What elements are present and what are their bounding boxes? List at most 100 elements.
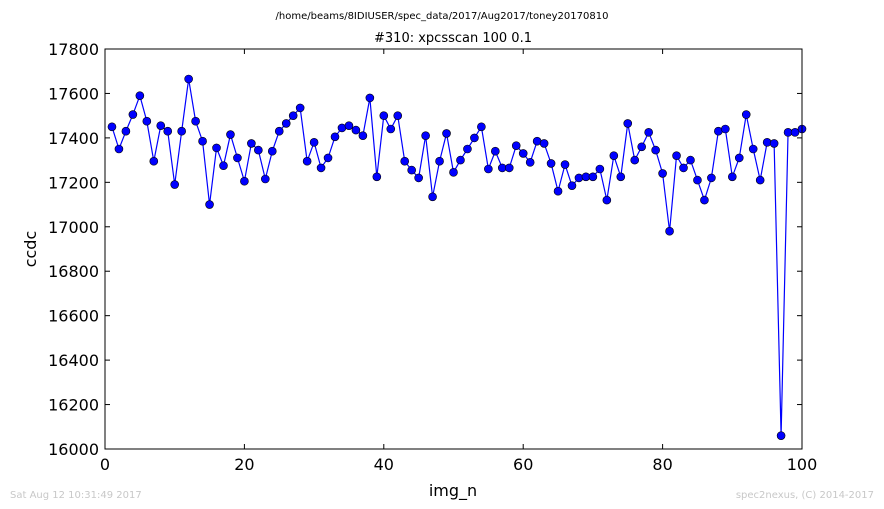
data-point [477, 122, 486, 132]
x-tick-label: 40 [374, 455, 394, 474]
data-point [609, 151, 619, 160]
data-point [588, 172, 598, 182]
data-point [107, 122, 117, 132]
data-point [665, 226, 674, 236]
data-point [177, 126, 186, 136]
y-tick-label: 16000 [48, 440, 99, 459]
data-point [539, 139, 549, 148]
data-point [212, 143, 221, 153]
y-tick-label: 17400 [48, 129, 99, 148]
data-point [574, 173, 584, 183]
data-point [491, 146, 500, 156]
data-point [121, 126, 131, 136]
data-point [219, 161, 228, 170]
data-point [288, 111, 298, 120]
data-point [247, 139, 256, 148]
data-point [330, 132, 340, 142]
data-point [623, 119, 633, 128]
data-point [504, 163, 514, 173]
data-point [525, 158, 535, 167]
data-point [142, 116, 152, 126]
data-point [616, 172, 626, 182]
y-tick-label: 16400 [48, 351, 99, 370]
data-point [295, 103, 305, 113]
data-point [602, 195, 612, 205]
data-point [421, 131, 430, 140]
data-point [135, 91, 145, 100]
x-tick-label: 60 [513, 455, 533, 474]
data-point [393, 111, 403, 120]
data-point [240, 176, 249, 186]
data-point [428, 192, 437, 202]
data-point [114, 144, 124, 154]
data-point [386, 124, 396, 134]
data-point [470, 133, 479, 143]
y-axis-label: ccdc [21, 231, 40, 268]
data-point [233, 153, 242, 163]
data-point [518, 149, 528, 158]
data-point [372, 172, 382, 182]
data-point [644, 128, 653, 137]
data-point [679, 163, 688, 173]
y-tick-label: 16200 [48, 396, 99, 415]
data-point [693, 175, 702, 185]
chart-suptitle: /home/beams/8IDIUSER/spec_data/2017/Aug2… [276, 11, 609, 22]
data-point [226, 130, 235, 139]
data-point [567, 181, 577, 190]
data-point [790, 128, 800, 137]
data-point [358, 131, 368, 140]
data-point [651, 145, 660, 155]
plot-frame [104, 48, 803, 450]
data-point [274, 126, 284, 136]
data-point [741, 110, 751, 119]
data-point [727, 172, 737, 182]
data-point [595, 164, 605, 174]
x-tick-label: 0 [100, 455, 110, 474]
y-tick-label: 16800 [48, 262, 99, 281]
data-point [769, 139, 779, 148]
data-point [254, 145, 263, 155]
x-tick-label: 20 [234, 455, 254, 474]
data-point [435, 156, 444, 166]
data-point [323, 153, 333, 163]
data-point [184, 74, 193, 84]
data-point [449, 168, 458, 177]
x-tick-label: 80 [652, 455, 672, 474]
data-point [484, 164, 493, 174]
data-point [344, 121, 354, 130]
data-point [442, 129, 451, 138]
data-point [261, 174, 270, 184]
data-point [156, 121, 166, 130]
data-point [456, 155, 465, 165]
y-tick-label: 16600 [48, 307, 99, 326]
data-point [630, 155, 640, 165]
x-axis-label: img_n [429, 481, 477, 501]
data-point [400, 156, 410, 166]
data-point [546, 159, 556, 168]
data-point [658, 169, 667, 178]
data-point [267, 146, 277, 156]
series-line [111, 78, 803, 436]
data-point [379, 111, 389, 120]
series-layer [107, 74, 807, 440]
y-axis: 16000 16200 16400 16600 16800 17000 17200 17400… [48, 40, 802, 459]
data-point [191, 116, 200, 126]
data-point [755, 175, 765, 185]
data-point [762, 138, 772, 147]
data-point [463, 144, 472, 154]
data-point [414, 173, 423, 183]
footer-credit: spec2nexus, (C) 2014-2017 [735, 490, 874, 501]
data-point [309, 138, 319, 147]
x-tick-label: 100 [787, 455, 818, 474]
data-point [198, 136, 207, 146]
y-tick-label: 17000 [48, 218, 99, 237]
data-point [170, 180, 179, 189]
data-point [637, 142, 646, 152]
data-point [205, 200, 214, 209]
data-point [776, 431, 786, 440]
x-axis: 0 20 40 60 80 100 [100, 49, 817, 474]
data-point [163, 126, 173, 136]
data-point [281, 119, 291, 128]
data-point [511, 141, 521, 150]
data-point [560, 160, 570, 169]
